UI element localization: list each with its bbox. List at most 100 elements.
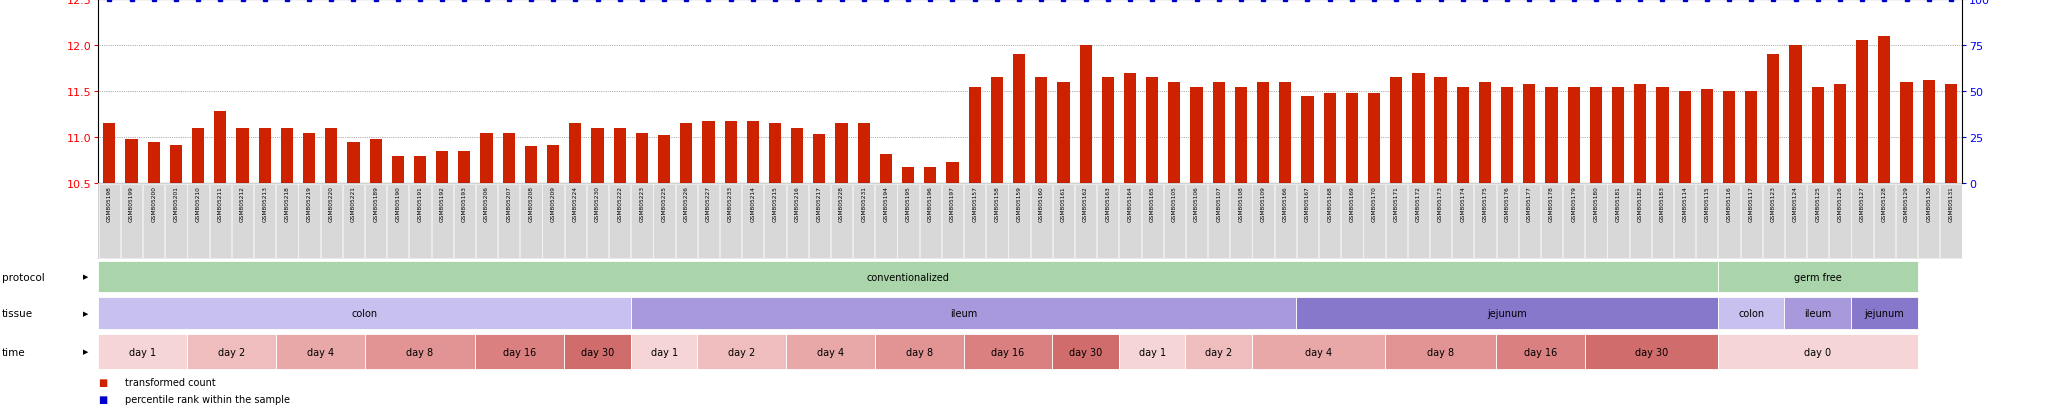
Bar <box>436 152 449 184</box>
Bar <box>1057 83 1069 184</box>
FancyBboxPatch shape <box>676 185 696 258</box>
FancyBboxPatch shape <box>410 185 430 258</box>
Text: GSM805181: GSM805181 <box>1616 186 1620 222</box>
Bar <box>348 142 360 184</box>
FancyBboxPatch shape <box>188 185 209 258</box>
Text: GSM805231: GSM805231 <box>862 186 866 222</box>
FancyBboxPatch shape <box>1874 185 1894 258</box>
Bar <box>1391 78 1403 184</box>
Text: GSM805171: GSM805171 <box>1395 186 1399 222</box>
FancyBboxPatch shape <box>1053 335 1118 369</box>
FancyBboxPatch shape <box>1563 185 1585 258</box>
Text: GSM805173: GSM805173 <box>1438 186 1444 222</box>
FancyBboxPatch shape <box>764 185 786 258</box>
FancyBboxPatch shape <box>186 335 276 369</box>
Text: GSM805215: GSM805215 <box>772 186 778 222</box>
Text: GSM805191: GSM805191 <box>418 186 422 222</box>
Bar <box>258 129 270 184</box>
FancyBboxPatch shape <box>475 335 563 369</box>
Text: GSM805117: GSM805117 <box>1749 186 1753 222</box>
Bar <box>303 133 315 184</box>
FancyBboxPatch shape <box>98 261 1718 293</box>
Text: day 1: day 1 <box>1139 347 1165 357</box>
Bar <box>1413 74 1425 184</box>
FancyBboxPatch shape <box>1231 185 1251 258</box>
Text: GSM805172: GSM805172 <box>1415 186 1421 222</box>
Text: GSM805197: GSM805197 <box>950 186 954 222</box>
FancyBboxPatch shape <box>1141 185 1163 258</box>
Text: GSM805182: GSM805182 <box>1638 186 1642 222</box>
Text: GSM805116: GSM805116 <box>1726 186 1731 222</box>
Bar <box>481 133 494 184</box>
Text: GSM805233: GSM805233 <box>729 186 733 222</box>
Bar <box>326 129 338 184</box>
FancyBboxPatch shape <box>543 185 563 258</box>
Text: GSM805223: GSM805223 <box>639 186 645 222</box>
FancyBboxPatch shape <box>1851 297 1917 330</box>
FancyBboxPatch shape <box>231 185 254 258</box>
Text: GSM805220: GSM805220 <box>330 186 334 222</box>
Text: ■: ■ <box>98 394 109 404</box>
FancyBboxPatch shape <box>1296 185 1319 258</box>
FancyBboxPatch shape <box>1341 185 1362 258</box>
Bar <box>414 156 426 184</box>
Text: day 0: day 0 <box>1804 347 1831 357</box>
FancyBboxPatch shape <box>1452 185 1473 258</box>
Bar <box>614 129 627 184</box>
Text: GSM805194: GSM805194 <box>883 186 889 222</box>
FancyBboxPatch shape <box>1919 185 1939 258</box>
Text: day 4: day 4 <box>307 347 334 357</box>
Text: day 4: day 4 <box>817 347 844 357</box>
Bar <box>1079 46 1092 184</box>
Text: GSM805211: GSM805211 <box>217 186 223 222</box>
FancyBboxPatch shape <box>874 335 963 369</box>
Bar <box>1524 85 1536 184</box>
FancyBboxPatch shape <box>1786 185 1806 258</box>
Text: GSM805196: GSM805196 <box>928 186 932 222</box>
Text: GSM805209: GSM805209 <box>551 186 555 222</box>
FancyBboxPatch shape <box>209 185 231 258</box>
FancyBboxPatch shape <box>696 335 786 369</box>
Bar <box>748 121 760 184</box>
Text: GSM805124: GSM805124 <box>1794 186 1798 222</box>
Bar <box>1878 37 1890 184</box>
FancyBboxPatch shape <box>498 185 520 258</box>
FancyBboxPatch shape <box>608 185 631 258</box>
FancyBboxPatch shape <box>854 185 874 258</box>
Bar <box>147 142 160 184</box>
Text: GSM805179: GSM805179 <box>1571 186 1577 222</box>
FancyBboxPatch shape <box>1851 185 1872 258</box>
Bar <box>502 133 514 184</box>
Text: GSM805130: GSM805130 <box>1927 186 1931 222</box>
Text: day 2: day 2 <box>729 347 756 357</box>
Text: GSM805174: GSM805174 <box>1460 186 1464 222</box>
Text: colon: colon <box>1739 309 1763 318</box>
Bar <box>836 124 848 184</box>
Bar <box>524 147 537 184</box>
FancyBboxPatch shape <box>809 185 829 258</box>
FancyBboxPatch shape <box>1896 185 1917 258</box>
Text: GSM805217: GSM805217 <box>817 186 821 222</box>
Text: ▶: ▶ <box>84 311 88 316</box>
Bar <box>1546 87 1559 184</box>
FancyBboxPatch shape <box>322 185 342 258</box>
Text: GSM805125: GSM805125 <box>1815 186 1821 222</box>
FancyBboxPatch shape <box>565 185 586 258</box>
Bar <box>1657 87 1669 184</box>
Bar <box>1722 92 1735 184</box>
FancyBboxPatch shape <box>653 185 674 258</box>
Bar <box>1901 83 1913 184</box>
FancyBboxPatch shape <box>965 185 985 258</box>
Text: day 16: day 16 <box>1524 347 1556 357</box>
FancyBboxPatch shape <box>520 185 541 258</box>
Text: ▶: ▶ <box>84 274 88 280</box>
FancyBboxPatch shape <box>1098 185 1118 258</box>
Bar <box>791 129 803 184</box>
Text: GSM805210: GSM805210 <box>197 186 201 222</box>
Text: GSM805176: GSM805176 <box>1505 186 1509 222</box>
FancyBboxPatch shape <box>786 335 874 369</box>
FancyBboxPatch shape <box>874 185 897 258</box>
Bar <box>1790 46 1802 184</box>
Bar <box>1034 78 1047 184</box>
Bar <box>991 78 1004 184</box>
